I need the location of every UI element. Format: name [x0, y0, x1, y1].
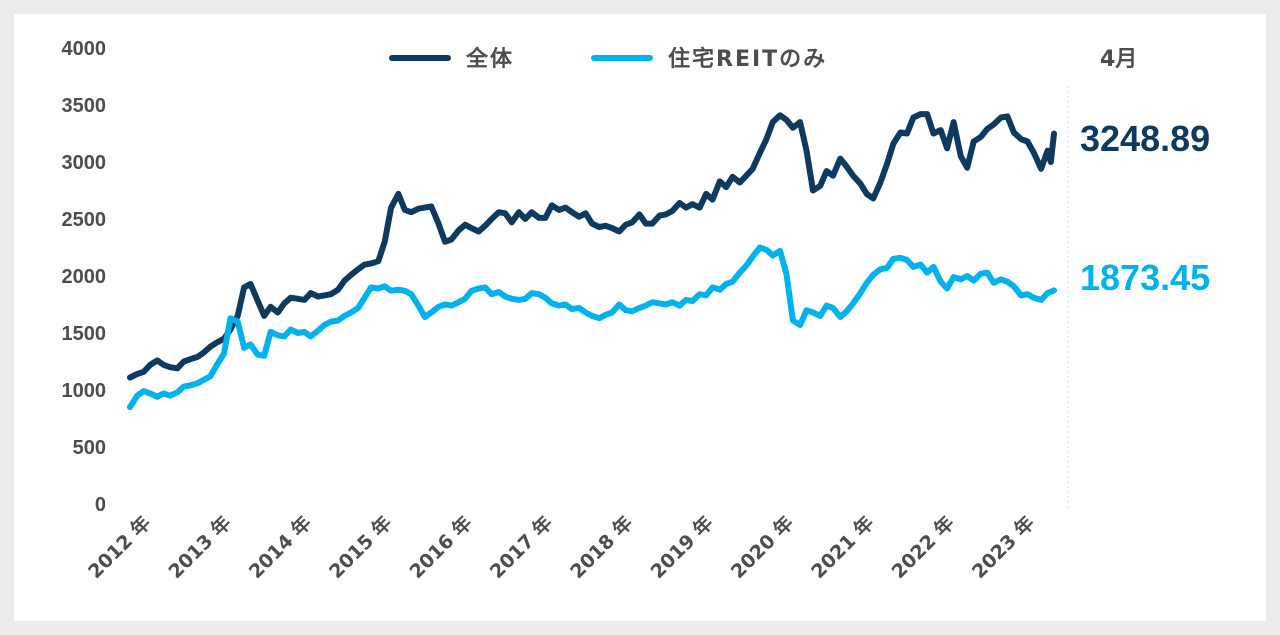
x-tick-label: 2016 年	[405, 511, 477, 583]
x-tick-label: 2012 年	[83, 511, 155, 583]
x-tick-label: 2014 年	[244, 511, 316, 583]
y-tick-label: 2500	[62, 209, 107, 231]
series-line-total	[127, 111, 1057, 381]
x-tick-label: 2020 年	[726, 511, 798, 583]
end-value-total: 3248.89	[1080, 118, 1210, 159]
y-axis: 0 500 1000 1500 2000 2500 3000 3500 4000	[62, 38, 107, 516]
x-tick-label: 2015 年	[324, 511, 396, 583]
legend-label-residential: 住宅REITのみ	[668, 46, 827, 72]
x-tick-label: 2017 年	[485, 511, 557, 583]
legend-label-total: 全体	[465, 46, 514, 72]
end-value-residential: 1873.45	[1080, 257, 1210, 298]
line-chart: 全体 住宅REITのみ 4月 0 500 1000 1500 2000 2500 3000 3…	[62, 38, 1211, 583]
x-axis: 2012 年 2013 年 2014 年 2015 年 2016 年 2017 年 2018…	[83, 511, 1039, 583]
x-tick-label: 2018 年	[566, 511, 638, 583]
x-tick-label: 2019 年	[646, 511, 718, 583]
chart-container: 全体 住宅REITのみ 4月 0 500 1000 1500 2000 2500 3000 3…	[14, 14, 1266, 621]
legend: 全体 住宅REITのみ	[389, 46, 827, 72]
y-tick-label: 1500	[62, 323, 107, 345]
month-label: 4月	[1100, 47, 1137, 72]
y-tick-label: 0	[95, 494, 106, 516]
y-tick-label: 2000	[62, 266, 107, 288]
y-tick-label: 3000	[62, 152, 107, 174]
series-line-residential	[127, 244, 1057, 411]
y-tick-label: 4000	[62, 38, 107, 60]
y-tick-label: 500	[73, 437, 106, 459]
x-tick-label: 2013 年	[164, 511, 236, 583]
y-tick-label: 3500	[62, 95, 107, 117]
series-lines	[127, 111, 1057, 411]
x-tick-label: 2023 年	[967, 511, 1039, 583]
x-tick-label: 2021 年	[807, 511, 879, 583]
y-tick-label: 1000	[62, 380, 107, 402]
x-tick-label: 2022 年	[887, 511, 959, 583]
